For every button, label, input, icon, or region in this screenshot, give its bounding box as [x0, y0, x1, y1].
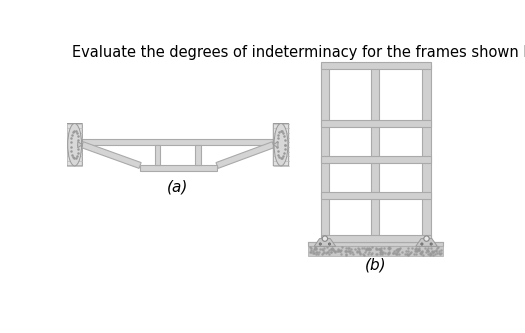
Polygon shape [81, 142, 141, 168]
FancyBboxPatch shape [67, 124, 82, 166]
Text: (b): (b) [365, 258, 386, 273]
Bar [321, 192, 431, 199]
Text: Evaluate the degrees of indeterminacy for the frames shown below.: Evaluate the degrees of indeterminacy fo… [72, 45, 525, 60]
Bar [140, 166, 217, 171]
Text: (a): (a) [167, 179, 188, 194]
Polygon shape [78, 142, 82, 148]
Bar [422, 65, 431, 239]
Polygon shape [216, 142, 275, 168]
Ellipse shape [274, 124, 288, 166]
Polygon shape [274, 142, 278, 148]
Circle shape [424, 236, 429, 241]
Ellipse shape [68, 124, 81, 166]
Circle shape [430, 243, 432, 245]
Circle shape [319, 243, 321, 245]
Bar [155, 145, 161, 166]
Polygon shape [314, 239, 335, 246]
Circle shape [328, 243, 331, 245]
Bar [321, 62, 431, 69]
Polygon shape [416, 239, 437, 246]
Bar [308, 242, 444, 246]
Bar [321, 156, 431, 163]
Bar [371, 65, 379, 239]
Bar [321, 120, 431, 127]
Bar [321, 65, 329, 239]
Bar [195, 145, 201, 166]
FancyBboxPatch shape [274, 124, 289, 166]
Circle shape [421, 243, 423, 245]
Bar [82, 139, 274, 145]
Circle shape [322, 236, 328, 241]
Bar [321, 235, 431, 242]
Bar [308, 246, 444, 255]
